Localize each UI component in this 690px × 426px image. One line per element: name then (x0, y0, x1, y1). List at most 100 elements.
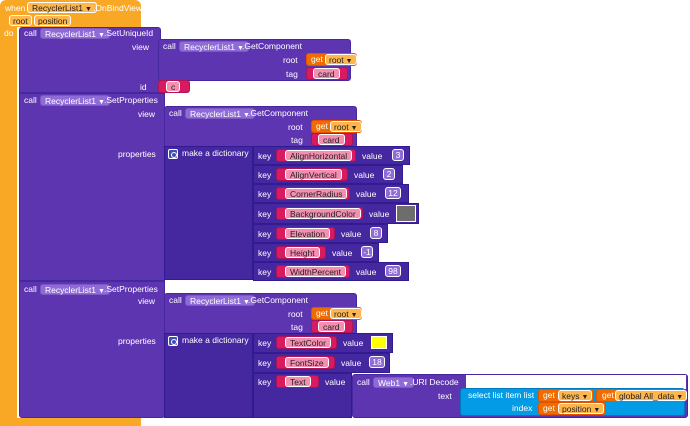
number-field[interactable]: 8 (370, 227, 382, 239)
text-field[interactable]: TextColor (285, 337, 331, 348)
gear-icon[interactable] (168, 149, 178, 159)
color-swatch[interactable] (371, 336, 387, 349)
key-label: key (258, 248, 272, 258)
variable-dropdown[interactable]: position ▼ (558, 403, 605, 414)
component-name: RecyclerList1 (45, 96, 97, 106)
chevron-down-icon: ▼ (676, 394, 684, 401)
pair-key: Height (290, 248, 315, 258)
key-label: key (258, 189, 272, 199)
text-field[interactable]: AlignHorizontal (285, 150, 353, 161)
event-component-dropdown[interactable]: RecyclerList1 ▼ (27, 2, 97, 13)
pair-key: FontSize (290, 358, 324, 368)
get-component-component-dropdown[interactable]: RecyclerList1 ▼ (185, 108, 255, 119)
param-position[interactable]: position (34, 15, 72, 26)
key-label: key (258, 170, 272, 180)
text-field[interactable]: card (313, 68, 340, 79)
number-field[interactable]: 98 (385, 265, 401, 277)
number-field[interactable]: 3 (392, 149, 404, 161)
get-component-component-dropdown[interactable]: RecyclerList1 ▼ (185, 295, 255, 306)
value-label: value (356, 267, 377, 277)
value-label: value (356, 189, 377, 199)
color-swatch[interactable] (396, 205, 416, 222)
call-label: call (357, 377, 370, 387)
key-label: key (258, 209, 272, 219)
component-name: RecyclerList1 (45, 285, 97, 295)
value-label: value (354, 170, 375, 180)
text-field[interactable]: WidthPercent (285, 266, 347, 277)
value-label: value (341, 358, 362, 368)
set-properties-block[interactable] (19, 281, 165, 418)
chevron-down-icon: ▼ (98, 99, 105, 106)
chevron-down-icon: ▼ (593, 407, 601, 414)
chevron-down-icon: ▼ (345, 58, 353, 65)
value-label: value (369, 209, 390, 219)
set-properties-component-dropdown[interactable]: RecyclerList1 ▼ (40, 284, 110, 295)
web-component-dropdown[interactable]: Web1 ▼ (373, 377, 414, 388)
event-component-name: RecyclerList1 (32, 3, 84, 13)
index-socket-label: index (512, 403, 533, 413)
get-label: get (316, 308, 328, 318)
make-dictionary-label: make a dictionary (182, 335, 249, 345)
method-name: .GetComponent (248, 108, 309, 118)
set-unique-id-component-dropdown[interactable]: RecyclerList1 ▼ (40, 28, 110, 39)
text-field[interactable]: card (318, 134, 345, 145)
text-field[interactable]: Elevation (285, 228, 330, 239)
make-dictionary-block[interactable] (164, 333, 253, 418)
component-name: RecyclerList1 (184, 42, 236, 52)
get-label: get (316, 121, 328, 131)
variable-dropdown[interactable]: global All_data ▼ (615, 390, 688, 401)
variable-dropdown[interactable]: root ▼ (325, 54, 357, 65)
text-field[interactable]: AlignVertical (285, 169, 342, 180)
component-name: RecyclerList1 (45, 29, 97, 39)
text-value: card (323, 135, 340, 145)
text-field[interactable]: FontSize (285, 357, 329, 368)
call-label: call (24, 28, 37, 38)
variable-name: position (562, 404, 592, 414)
get-label: get (543, 390, 555, 400)
number-field[interactable]: -1 (361, 246, 373, 258)
text-field[interactable]: CornerRadius (285, 188, 348, 199)
call-label: call (24, 95, 37, 105)
gear-icon[interactable] (168, 336, 178, 346)
pair-key: TextColor (290, 338, 326, 348)
method-name: .SetProperties (104, 284, 158, 294)
text-field[interactable]: card (318, 321, 345, 332)
variable-dropdown[interactable]: keys ▼ (558, 390, 593, 401)
properties-label: properties (118, 149, 156, 159)
chevron-down-icon: ▼ (581, 394, 589, 401)
variable-dropdown[interactable]: root ▼ (330, 121, 362, 132)
number-field[interactable]: 18 (369, 356, 385, 368)
chevron-down-icon: ▼ (237, 45, 244, 52)
text-field[interactable]: BackgroundColor (285, 208, 361, 219)
text-field[interactable]: Text (285, 376, 311, 387)
pair-key: CornerRadius (290, 189, 343, 199)
event-block-footer (0, 418, 141, 426)
method-name: .SetProperties (104, 95, 158, 105)
select-list-item-label: select list item list (468, 390, 535, 400)
component-name: Web1 (378, 378, 401, 388)
pair-key: AlignHorizontal (290, 151, 348, 161)
event-name: .OnBindView (93, 3, 142, 13)
set-properties-block[interactable] (19, 93, 165, 281)
get-component-component-dropdown[interactable]: RecyclerList1 ▼ (179, 41, 249, 52)
make-dictionary-block[interactable] (164, 146, 253, 280)
call-label: call (169, 108, 182, 118)
key-label: key (258, 358, 272, 368)
text-field[interactable]: Height (285, 247, 320, 258)
number-field[interactable]: 2 (383, 168, 395, 180)
number-field[interactable]: 12 (385, 187, 401, 199)
component-name: RecyclerList1 (190, 296, 242, 306)
key-label: key (258, 151, 272, 161)
key-label: key (258, 338, 272, 348)
variable-dropdown[interactable]: root ▼ (330, 308, 362, 319)
set-properties-component-dropdown[interactable]: RecyclerList1 ▼ (40, 95, 110, 106)
uri-decode-input-area (466, 375, 686, 389)
get-label: get (602, 390, 614, 400)
chevron-down-icon: ▼ (350, 312, 358, 319)
param-root[interactable]: root (9, 15, 32, 26)
variable-name: root (329, 55, 344, 65)
view-label: view (138, 109, 156, 119)
text-field[interactable]: c (166, 81, 181, 92)
event-block-body (0, 27, 17, 426)
view-label: view (138, 296, 156, 306)
